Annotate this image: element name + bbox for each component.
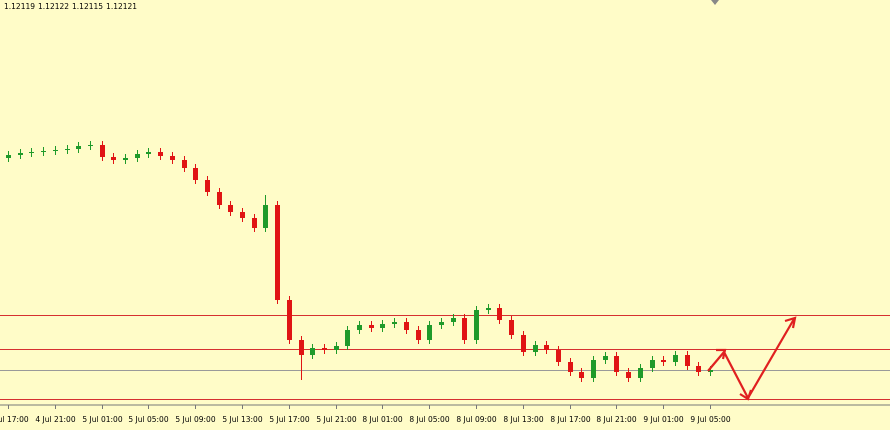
candle-body [556,350,561,362]
candle-body [603,356,608,360]
candle-body [310,348,315,355]
candle-body [357,325,362,330]
candle-body [123,158,128,160]
candle-body [275,205,280,300]
candle-body [579,372,584,378]
x-tick-label: 5 Jul 05:00 [128,415,168,424]
candle-body [322,348,327,350]
ohlc-value: 1.12119 [4,2,35,11]
candle-body [650,360,655,368]
x-tick-label: 4 Jul 21:00 [35,415,75,424]
x-tick-label: 4 Jul 17:00 [0,415,29,424]
candle-body [228,205,233,212]
candle-body [427,325,432,340]
candle-body [392,322,397,324]
x-tick-label: 8 Jul 17:00 [550,415,590,424]
x-tick-label: 5 Jul 09:00 [175,415,215,424]
candle-body [100,145,105,157]
forecast-arrows [707,316,797,401]
arrow-head [784,316,797,329]
candle-body [18,153,23,155]
x-tick-label: 8 Jul 13:00 [503,415,543,424]
x-tick-label: 8 Jul 01:00 [362,415,402,424]
candle-body [439,322,444,325]
candle-body [509,320,514,335]
candle-body [486,308,491,310]
candle-body [135,154,140,158]
candle-body [497,308,502,320]
candle-body [345,330,350,346]
arrow-head [716,348,727,360]
candle-body [287,300,292,340]
candle-body [111,157,116,160]
ohlc-value: 1.12115 [72,2,103,11]
ohlc-header: 1.12119 1.12122 1.12115 1.12121 [4,2,137,11]
candle-body [182,160,187,168]
x-tick-label: 5 Jul 21:00 [316,415,356,424]
candle-body [29,152,34,153]
candle-body [568,362,573,372]
candle-body [334,346,339,350]
candle-body [299,340,304,355]
candle-body [696,366,701,372]
x-tick-label: 9 Jul 05:00 [690,415,730,424]
ohlc-value: 1.12121 [106,2,137,11]
candle-body [158,152,163,156]
candle-body [404,322,409,330]
candle-body [6,155,11,158]
candle-body [76,146,81,149]
candle-body [53,150,58,151]
x-tick-label: 9 Jul 01:00 [643,415,683,424]
candle-body [88,145,93,146]
candle-body [591,360,596,378]
arrow-head [739,389,753,401]
candle-body [661,360,666,362]
ohlc-value: 1.12122 [38,2,69,11]
x-tick-label: 8 Jul 09:00 [456,415,496,424]
candle-body [41,151,46,152]
candle-body [217,192,222,205]
candle-body [638,368,643,378]
candle-body [708,370,713,372]
candle-body [416,330,421,340]
candle-body [240,212,245,218]
candle-body [205,180,210,192]
candle-body [474,310,479,340]
x-tick-label: 5 Jul 17:00 [269,415,309,424]
candle-body [614,356,619,372]
x-tick-label: 8 Jul 05:00 [409,415,449,424]
candle-body [146,152,151,154]
candle-body [673,355,678,362]
candle-body [462,318,467,340]
candle-body [380,324,385,328]
candle-body [252,218,257,228]
candle-body [369,325,374,328]
candle-body [170,156,175,160]
shift-marker [711,0,719,5]
x-tick-label: 8 Jul 21:00 [596,415,636,424]
candle-body [263,205,268,228]
forecast-path [707,318,795,401]
candle-body [451,318,456,322]
candle-body [65,149,70,150]
candle-body [533,345,538,352]
candle-body [544,345,549,350]
candle-body [521,335,526,352]
candle-body [685,355,690,366]
x-tick-label: 5 Jul 01:00 [82,415,122,424]
candle-body [193,168,198,180]
candle-body [626,372,631,378]
x-tick-label: 5 Jul 13:00 [222,415,262,424]
